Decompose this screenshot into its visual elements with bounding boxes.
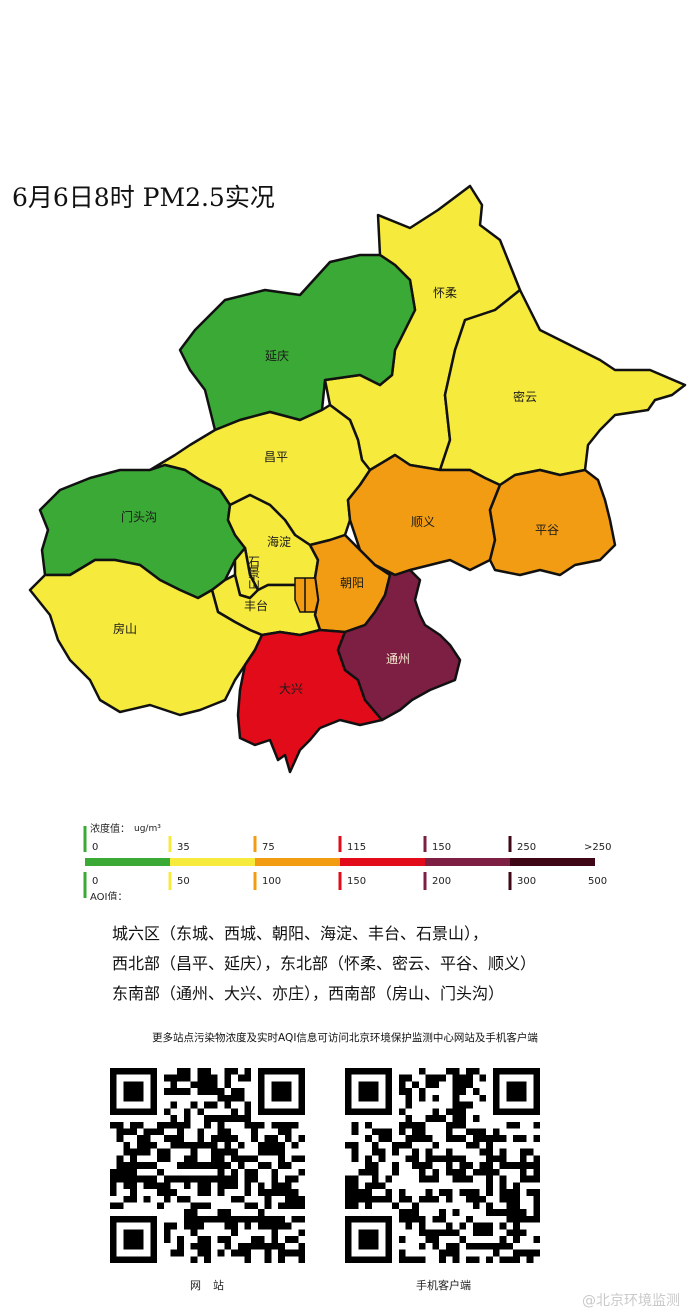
district-shunyi [346, 453, 502, 577]
district-yanqing [178, 253, 417, 432]
label-mentougou: 门头沟 [121, 509, 157, 524]
label-shijingshan: 石景山 [248, 555, 260, 591]
region-line-1: 城六区（东城、西城、朝阳、海淀、丰台、石景山）， [112, 924, 489, 943]
legend-concentration-tick: >250 [584, 842, 611, 853]
label-shunyi: 顺义 [411, 515, 435, 529]
legend-color-severe [510, 858, 595, 866]
legend-aqi-tick: 150 [347, 876, 366, 887]
website-qr-code[interactable] [110, 1068, 305, 1263]
legend-aqi-tick: 100 [262, 876, 281, 887]
district-tongzhou [336, 563, 462, 722]
legend-aqi-label: AQI值： [90, 890, 128, 900]
label-changping: 昌平 [264, 450, 288, 464]
legend-color-good [85, 858, 170, 866]
legend: 浓度值： ug/m³ 0 35 75 115 150 250 >250 0 50 100 150 2… [83, 822, 611, 900]
region-line-2: 西北部（昌平、延庆），东北部（怀柔、密云、平谷、顺义） [112, 954, 537, 973]
label-chaoyang: 朝阳 [340, 576, 364, 590]
legend-concentration-tick: 150 [432, 842, 451, 853]
mobile-caption: 手机客户端 [416, 1279, 471, 1292]
label-pinggu: 平谷 [535, 523, 559, 537]
legend-concentration-tick: 35 [177, 842, 190, 853]
website-caption: 网站 [190, 1279, 236, 1292]
beijing-district-map: 怀柔 密云 延庆 昌平 顺义 平谷 门头沟 海淀 朝阳 丰台 房山 大兴 通州 … [28, 184, 687, 774]
legend-concentration-tick: 75 [262, 842, 275, 853]
label-tongzhou: 通州 [386, 652, 410, 666]
legend-aqi-tick: 200 [432, 876, 451, 887]
legend-concentration-tick: 250 [517, 842, 536, 853]
district-pinggu [488, 468, 617, 577]
label-fengtai: 丰台 [244, 598, 268, 613]
label-yanqing: 延庆 [265, 349, 289, 363]
label-fangshan: 房山 [113, 621, 137, 636]
legend-color-heavy [425, 858, 510, 866]
weibo-watermark: @北京环境监测 [582, 1293, 680, 1309]
mobile-app-qr-code[interactable] [345, 1068, 540, 1263]
map-title: 6月6日8时 PM2.5实况 [12, 183, 275, 212]
legend-aqi-tick: 0 [92, 876, 98, 887]
info-note: 更多站点污染物浓度及实时AQI信息可访问北京环境保护监测中心网站及手机客户端 [152, 1032, 538, 1044]
legend-unit: ug/m³ [134, 824, 161, 834]
legend-color-light [255, 858, 340, 866]
label-huairou: 怀柔 [433, 286, 457, 300]
legend-concentration-tick: 0 [92, 842, 98, 853]
legend-aqi-tick: 50 [177, 876, 190, 887]
legend-color-medium [340, 858, 425, 866]
label-haidian: 海淀 [267, 534, 291, 549]
legend-concentration-tick: 115 [347, 842, 366, 853]
label-miyun: 密云 [513, 389, 537, 404]
legend-color-moderate [170, 858, 255, 866]
region-line-3: 东南部（通州、大兴、亦庄），西南部（房山、门头沟） [112, 984, 505, 1003]
label-daxing: 大兴 [279, 682, 303, 696]
district-core [294, 577, 319, 613]
region-description: 城六区（东城、西城、朝阳、海淀、丰台、石景山）， 西北部（昌平、延庆），东北部（… [112, 919, 536, 1009]
legend-aqi-tick: 500 [588, 876, 607, 887]
legend-aqi-tick: 300 [517, 876, 536, 887]
legend-concentration-label: 浓度值： [90, 822, 130, 835]
